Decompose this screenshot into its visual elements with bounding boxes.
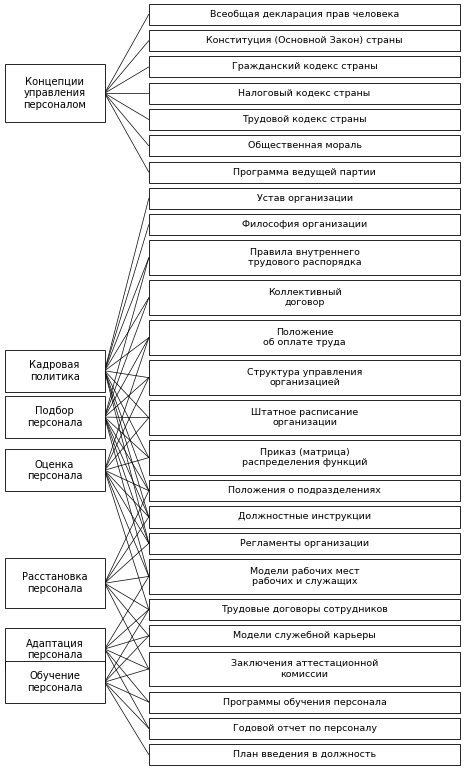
FancyBboxPatch shape bbox=[149, 161, 460, 182]
Text: Подбор
персонала: Подбор персонала bbox=[27, 406, 82, 428]
FancyBboxPatch shape bbox=[149, 744, 460, 765]
FancyBboxPatch shape bbox=[5, 65, 105, 122]
Text: Коллективный
договор: Коллективный договор bbox=[268, 288, 341, 308]
Text: Общественная мораль: Общественная мораль bbox=[247, 141, 362, 150]
FancyBboxPatch shape bbox=[5, 350, 105, 392]
Text: Оценка
персонала: Оценка персонала bbox=[27, 459, 82, 481]
FancyBboxPatch shape bbox=[149, 440, 460, 475]
Text: Трудовые договоры сотрудников: Трудовые договоры сотрудников bbox=[221, 605, 388, 614]
Text: Всеобщая декларация прав человека: Всеобщая декларация прав человека bbox=[210, 10, 399, 19]
FancyBboxPatch shape bbox=[149, 717, 460, 739]
FancyBboxPatch shape bbox=[149, 83, 460, 104]
FancyBboxPatch shape bbox=[149, 625, 460, 646]
Text: Концепции
управления
персоналом: Концепции управления персоналом bbox=[23, 77, 86, 110]
Text: Модели рабочих мест
рабочих и служащих: Модели рабочих мест рабочих и служащих bbox=[250, 567, 359, 586]
Text: Гражданский кодекс страны: Гражданский кодекс страны bbox=[232, 62, 378, 72]
FancyBboxPatch shape bbox=[149, 361, 460, 395]
Text: Правила внутреннего
трудового распорядка: Правила внутреннего трудового распорядка bbox=[248, 248, 361, 268]
Text: Философия организации: Философия организации bbox=[242, 220, 367, 229]
Text: Положение
об оплате труда: Положение об оплате труда bbox=[263, 328, 346, 348]
FancyBboxPatch shape bbox=[149, 281, 460, 315]
Text: Программа ведущей партии: Программа ведущей партии bbox=[233, 168, 376, 177]
FancyBboxPatch shape bbox=[149, 651, 460, 686]
Text: Налоговый кодекс страны: Налоговый кодекс страны bbox=[239, 88, 371, 98]
FancyBboxPatch shape bbox=[149, 480, 460, 501]
Text: Адаптация
персонала: Адаптация персонала bbox=[26, 638, 84, 660]
Text: Должностные инструкции: Должностные инструкции bbox=[238, 512, 371, 521]
Text: Конституция (Основной Закон) страны: Конституция (Основной Закон) страны bbox=[206, 36, 403, 45]
FancyBboxPatch shape bbox=[5, 661, 105, 703]
Text: Кадровая
политика: Кадровая политика bbox=[29, 360, 80, 381]
FancyBboxPatch shape bbox=[149, 401, 460, 435]
Text: Положения о подразделениях: Положения о подразделениях bbox=[228, 486, 381, 495]
FancyBboxPatch shape bbox=[149, 321, 460, 355]
Text: Обучение
персонала: Обучение персонала bbox=[27, 671, 82, 693]
Text: Трудовой кодекс страны: Трудовой кодекс страны bbox=[242, 115, 367, 124]
Text: Штатное расписание
организации: Штатное расписание организации bbox=[251, 408, 358, 428]
Text: Модели служебной карьеры: Модели служебной карьеры bbox=[233, 631, 376, 641]
FancyBboxPatch shape bbox=[149, 559, 460, 594]
FancyBboxPatch shape bbox=[149, 56, 460, 78]
FancyBboxPatch shape bbox=[149, 507, 460, 528]
Text: План введения в должность: План введения в должность bbox=[233, 750, 376, 759]
Text: Заключения аттестационной
комиссии: Заключения аттестационной комиссии bbox=[231, 659, 378, 678]
FancyBboxPatch shape bbox=[149, 691, 460, 713]
FancyBboxPatch shape bbox=[5, 628, 105, 670]
FancyBboxPatch shape bbox=[149, 30, 460, 52]
FancyBboxPatch shape bbox=[149, 135, 460, 156]
FancyBboxPatch shape bbox=[149, 4, 460, 25]
FancyBboxPatch shape bbox=[149, 188, 460, 209]
Text: Приказ (матрица)
распределения функций: Приказ (матрица) распределения функций bbox=[242, 448, 367, 468]
FancyBboxPatch shape bbox=[5, 558, 105, 608]
Text: Устав организации: Устав организации bbox=[257, 194, 352, 203]
Text: Годовой отчет по персоналу: Годовой отчет по персоналу bbox=[232, 724, 377, 733]
FancyBboxPatch shape bbox=[149, 533, 460, 554]
FancyBboxPatch shape bbox=[5, 396, 105, 438]
Text: Структура управления
организацией: Структура управления организацией bbox=[247, 368, 362, 388]
Text: Программы обучения персонала: Программы обучения персонала bbox=[223, 697, 386, 707]
FancyBboxPatch shape bbox=[5, 449, 105, 491]
FancyBboxPatch shape bbox=[149, 241, 460, 275]
Text: Расстановка
персонала: Расстановка персонала bbox=[22, 572, 87, 594]
FancyBboxPatch shape bbox=[149, 109, 460, 130]
FancyBboxPatch shape bbox=[149, 599, 460, 620]
FancyBboxPatch shape bbox=[149, 214, 460, 235]
Text: Регламенты организации: Регламенты организации bbox=[240, 539, 369, 548]
